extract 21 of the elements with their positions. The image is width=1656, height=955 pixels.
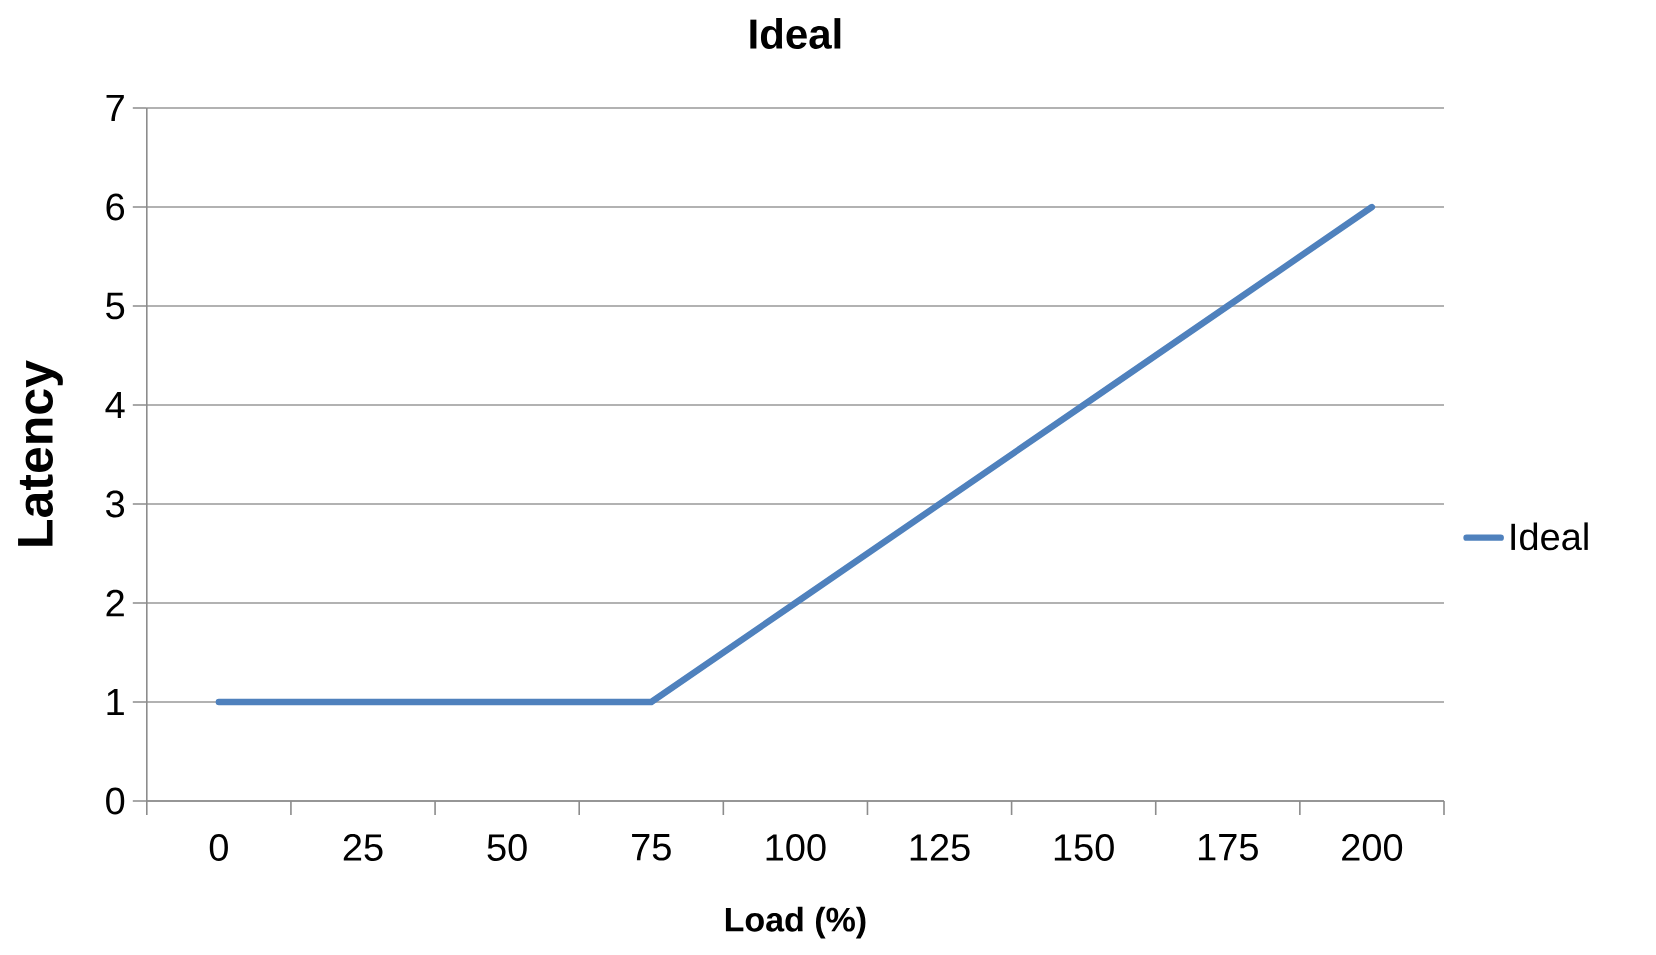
y-tick-label: 7: [106, 94, 124, 122]
y-tick-label: 4: [105, 391, 125, 419]
x-tick-label: 50: [487, 834, 527, 861]
x-tick-label: 75: [632, 834, 671, 861]
y-tick-label: 6: [106, 193, 125, 221]
x-tick-label: 200: [1342, 834, 1403, 861]
y-tick-label: 1: [107, 688, 124, 716]
x-tick-label: 0: [209, 834, 228, 861]
y-tick-label: 3: [106, 490, 125, 518]
x-tick-label: 25: [343, 834, 383, 861]
y-tick-label: 2: [106, 589, 124, 617]
x-tick-label: 150: [1054, 834, 1114, 861]
y-tick-label: 5: [106, 292, 125, 320]
x-tick-label: 100: [766, 834, 826, 861]
x-axis-title: Load (%): [725, 906, 866, 939]
x-tick-label: 175: [1198, 834, 1258, 861]
y-axis-title: Latency: [18, 360, 63, 546]
y-tick-label: 0: [106, 787, 125, 815]
chart-title: Ideal: [750, 18, 841, 49]
legend-label: Ideal: [1511, 522, 1588, 551]
x-tick-label: 125: [910, 834, 970, 861]
